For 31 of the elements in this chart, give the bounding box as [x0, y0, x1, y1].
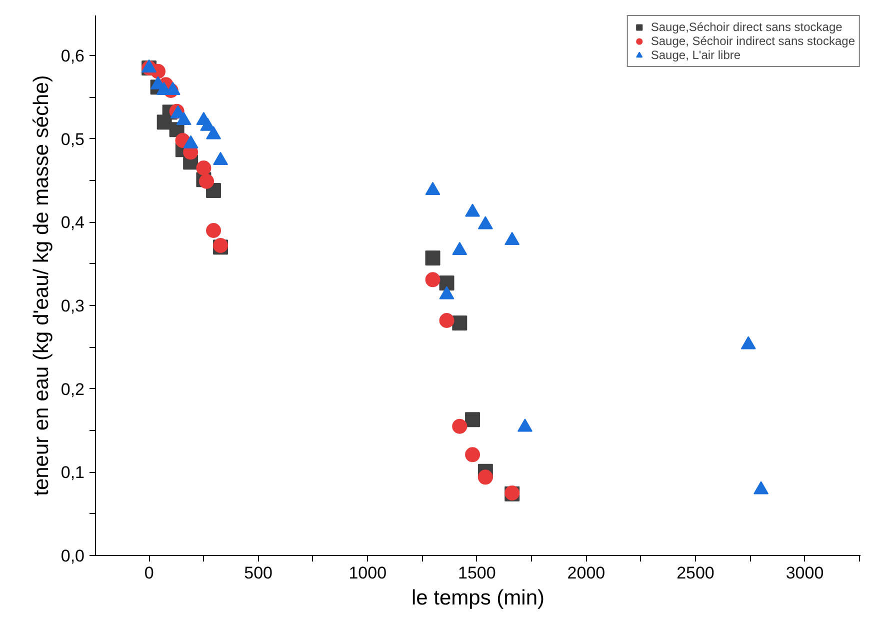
x-tick-label: 2000 [567, 564, 606, 582]
point [439, 313, 454, 328]
x-tick-label: 1000 [348, 564, 387, 582]
point [425, 272, 440, 288]
legend-label: Sauge, L'air libre [650, 48, 741, 62]
point [478, 470, 493, 485]
y-axis-title: teneur en eau (kg d'eau/ kg de masse séche) [30, 75, 53, 496]
legend-label: Sauge, Séchoir indirect sans stockage [650, 34, 855, 48]
x-tick-label: 0 [144, 564, 154, 582]
y-tick-label: 0,1 [60, 463, 85, 482]
x-tick-label: 1500 [458, 564, 496, 582]
legend-label: Sauge,Séchoir direct sans stockage [650, 20, 842, 34]
x-tick-label: 2500 [676, 564, 714, 582]
y-tick-label: 0,6 [60, 46, 85, 66]
y-tick-label: 0,0 [60, 546, 85, 566]
y-tick-label: 0,4 [60, 213, 85, 232]
y-tick-label: 0,2 [60, 380, 85, 399]
point [465, 447, 480, 462]
point [465, 412, 480, 428]
y-tick-label: 0,5 [60, 130, 85, 149]
point [425, 250, 440, 266]
point [196, 160, 212, 176]
x-tick-label: 500 [244, 564, 273, 582]
point [452, 316, 468, 330]
point [439, 276, 454, 290]
y-tick-label: 0,3 [60, 296, 85, 316]
point [452, 418, 468, 434]
point [206, 223, 222, 238]
x-axis-title: le temps (min) [411, 586, 545, 610]
x-tick-label: 3000 [786, 564, 824, 582]
point [199, 174, 214, 189]
